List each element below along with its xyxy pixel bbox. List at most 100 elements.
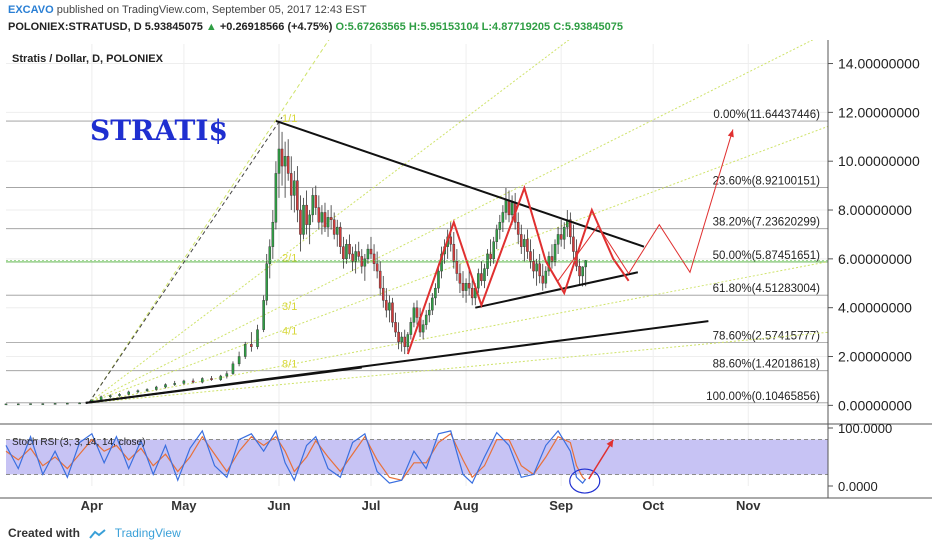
candle-body xyxy=(219,375,222,380)
fib-level-label: 38.20%(7.23620299) xyxy=(713,217,821,229)
candle-body xyxy=(283,156,287,167)
gann-ray xyxy=(88,40,814,404)
candle-body xyxy=(265,263,268,301)
candle-body xyxy=(286,156,290,174)
candle-body xyxy=(516,222,520,235)
stoch-rsi-arrow xyxy=(588,439,614,480)
stoch-rsi-d-line xyxy=(5,432,587,481)
candle-body xyxy=(78,402,81,405)
candle-body xyxy=(409,322,413,335)
fib-level-label: 0.00%(11.64437446) xyxy=(713,109,820,121)
candle-body xyxy=(280,148,284,167)
candle-body xyxy=(354,251,357,262)
candle-body xyxy=(544,270,548,284)
y-tick-label: 12.00000000 xyxy=(838,104,920,120)
x-tick-label: Oct xyxy=(642,498,664,513)
stoch-rsi-pane xyxy=(5,429,828,494)
x-tick-label: Apr xyxy=(81,498,103,513)
candle-body xyxy=(99,396,103,401)
high-value: H:5.95153104 xyxy=(408,21,479,33)
candle-body xyxy=(532,261,535,272)
candle-body xyxy=(289,173,293,196)
last-price: 5.93845075 xyxy=(144,21,203,33)
candle-body xyxy=(562,226,566,240)
stoch-rsi-arrowhead xyxy=(606,439,614,448)
candle-body xyxy=(388,302,391,311)
x-tick-label: Jul xyxy=(362,498,381,513)
chart-title: Stratis / Dollar, D, POLONIEX xyxy=(12,53,164,65)
candle-body xyxy=(250,344,253,347)
y-tick-label: 2.00000000 xyxy=(838,349,912,365)
trendlines xyxy=(85,119,709,404)
candle-body xyxy=(415,307,419,318)
candle-body xyxy=(335,226,339,235)
candle-body xyxy=(480,273,483,282)
candle-body xyxy=(501,212,505,223)
candle-body xyxy=(535,263,538,272)
chart-watermark: STRATI$ xyxy=(90,114,228,147)
fib-level-label: 88.60%(1.42018618) xyxy=(713,359,821,371)
candle-body xyxy=(381,287,385,301)
candle-body xyxy=(136,390,140,393)
candle-body xyxy=(360,256,364,267)
candle-body xyxy=(320,212,324,223)
candle-body xyxy=(210,378,213,380)
created-with-label: Created with xyxy=(8,526,81,540)
candle-body xyxy=(372,253,376,264)
candle-body xyxy=(332,219,336,235)
tradingview-brand[interactable]: TradingView xyxy=(114,526,181,540)
candle-body xyxy=(302,204,305,235)
candle-body xyxy=(29,403,32,405)
y-tick-label: 10.00000000 xyxy=(838,153,920,169)
author-link[interactable]: EXCAVO xyxy=(8,4,54,16)
candle-body xyxy=(412,307,416,323)
candle-body xyxy=(351,253,354,262)
tradingview-logo-icon xyxy=(89,529,106,539)
candle-body xyxy=(421,324,425,333)
candle-body xyxy=(483,268,486,282)
x-tick-label: May xyxy=(171,498,197,513)
candle-body xyxy=(243,344,247,357)
x-tick-label: Jun xyxy=(267,498,290,513)
candle-body xyxy=(400,336,403,343)
candle-body xyxy=(109,395,112,398)
fib-level-label: 100.00%(0.10465856) xyxy=(706,391,820,403)
gann-label: 4/1 xyxy=(282,326,297,338)
candle-body xyxy=(127,391,130,395)
candle-body xyxy=(329,217,333,220)
candle-body xyxy=(492,241,495,260)
trendline-upper xyxy=(275,119,645,248)
candle-body xyxy=(529,251,532,262)
trendline-apr-base xyxy=(85,366,362,404)
y-tick-label: 0.00000000 xyxy=(838,397,912,413)
up-arrow-icon: ▲ xyxy=(205,21,217,33)
candle-body xyxy=(431,297,434,311)
rsi-y-tick-label: 100.0000 xyxy=(838,421,892,436)
candle-body xyxy=(498,222,502,230)
candle-body xyxy=(4,403,8,406)
chart-area[interactable]: 0.00%(11.64437446) 23.60%(8.92100151) 38.2… xyxy=(0,40,932,518)
candle-body xyxy=(507,200,511,216)
candle-body xyxy=(461,283,465,291)
published-text: published on TradingView.com, September … xyxy=(56,4,367,16)
axes: 14.00000000 12.00000000 10.00000000 8.00000… xyxy=(0,40,932,513)
fib-retracement: 0.00%(11.64437446) 23.60%(8.92100151) 38.2… xyxy=(6,109,828,404)
candle-body xyxy=(427,309,431,316)
candle-body xyxy=(182,380,186,384)
candle-body xyxy=(345,244,348,260)
candle-body xyxy=(581,266,584,277)
candle-body xyxy=(339,226,342,247)
grid xyxy=(6,44,828,486)
candles xyxy=(4,122,587,406)
candle-body xyxy=(326,217,330,228)
close-value: C:5.93845075 xyxy=(553,21,623,33)
candle-body xyxy=(489,253,492,260)
gann-label: 8/1 xyxy=(282,359,297,371)
x-tick-label: Nov xyxy=(736,498,761,513)
candle-body xyxy=(317,207,321,223)
fib-level-label: 78.60%(2.57415777) xyxy=(713,331,821,343)
pattern-drawing xyxy=(6,129,828,355)
candle-body xyxy=(311,195,314,216)
candle-body xyxy=(526,239,529,252)
candle-body xyxy=(510,202,514,216)
